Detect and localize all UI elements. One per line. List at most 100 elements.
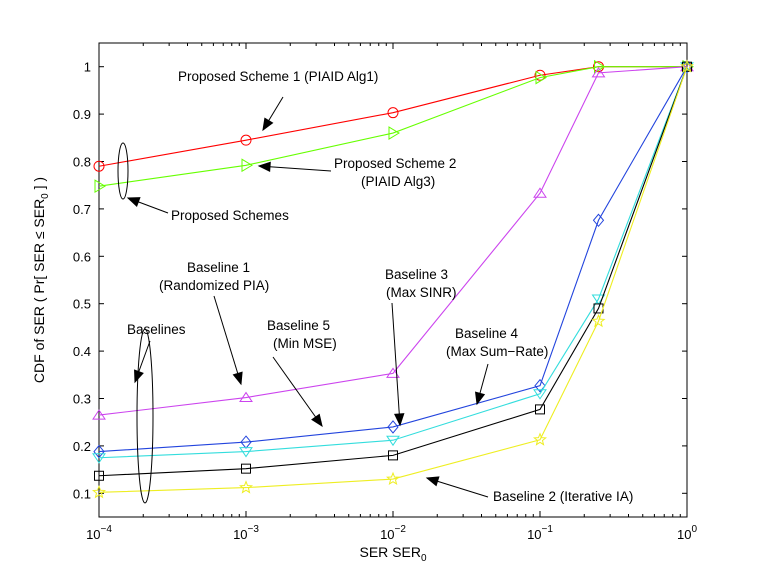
x-tick-exp: −4 xyxy=(101,524,113,535)
annotation-baseline-4-line2: (Max Sum−Rate) xyxy=(446,344,548,359)
data-point xyxy=(241,158,253,173)
arrow-baseline-4-head xyxy=(474,391,486,406)
series-baseline-1-randomized-pia xyxy=(92,60,694,420)
data-point xyxy=(241,463,251,474)
series-line xyxy=(98,66,687,187)
x-tick-base: 10 xyxy=(677,527,691,542)
annotation-proposed-schemes: Proposed Schemes xyxy=(171,208,289,223)
series-baseline-4-max-sum-rate xyxy=(94,61,692,481)
arrow-proposed-2-head xyxy=(257,161,271,173)
annotation-baseline-2: Baseline 2 (Iterative IA) xyxy=(493,489,633,504)
y-tick-label: 0.7 xyxy=(73,202,91,217)
y-tick-label: 0.8 xyxy=(73,155,91,170)
x-tick-label: 10−4 xyxy=(86,524,112,542)
y-tick-label: 0.2 xyxy=(73,439,91,454)
data-point xyxy=(533,389,547,400)
annotation-proposed-2-line2: (PIAID Alg3) xyxy=(361,174,435,189)
x-tick-exp: −3 xyxy=(248,524,260,535)
data-point xyxy=(387,420,399,434)
data-point xyxy=(388,126,400,140)
x-tick-exp: 0 xyxy=(691,524,697,535)
baselines-ellipse xyxy=(136,328,154,504)
y-tick-label: 0.4 xyxy=(73,344,91,359)
data-point xyxy=(92,409,106,420)
x-axis-title: SER SER0 xyxy=(359,544,426,564)
arrow-baseline-5 xyxy=(272,356,323,427)
data-point xyxy=(91,484,107,499)
data-point xyxy=(94,470,104,481)
data-point xyxy=(535,70,547,85)
plot-frame xyxy=(98,42,688,518)
x-tick-base: 10 xyxy=(86,527,100,542)
annotation-shapes xyxy=(117,96,489,504)
proposed-ellipse xyxy=(117,142,129,200)
annotation-baseline-5-line2: (Min MSE) xyxy=(273,336,337,351)
data-point xyxy=(591,66,606,78)
x-axis-title-sub: 0 xyxy=(421,553,427,564)
arrow-baselines-head xyxy=(134,369,144,384)
x-tick-label: 10−3 xyxy=(233,524,259,542)
x-tick-exp: −2 xyxy=(395,524,407,535)
data-point xyxy=(388,450,398,461)
series-baseline-3-max-sinr xyxy=(93,59,693,459)
data-point xyxy=(535,404,545,415)
x-tick-label: 100 xyxy=(677,524,697,542)
annotation-baseline-4-line1: Baseline 4 xyxy=(455,326,519,341)
y-tick-label: 0.1 xyxy=(73,486,91,501)
annotation-baselines: Baselines xyxy=(127,322,186,337)
data-point xyxy=(682,61,692,72)
data-point xyxy=(92,453,106,464)
data-point xyxy=(93,160,105,172)
arrow-baseline-1-head xyxy=(232,371,243,386)
arrow-baseline-3-head xyxy=(394,413,405,427)
data-point xyxy=(534,69,546,81)
arrow-proposed-2 xyxy=(258,165,332,172)
data-point xyxy=(534,378,546,393)
y-tick-label: 0.9 xyxy=(73,107,91,122)
data-point xyxy=(239,447,253,458)
data-point xyxy=(240,134,252,146)
y-tick-label: 0.5 xyxy=(73,297,91,312)
y-tick-label: 1 xyxy=(84,60,91,75)
arrow-baseline-5-head xyxy=(311,413,323,428)
data-point xyxy=(238,480,254,494)
series-line xyxy=(98,66,688,477)
series-line xyxy=(98,66,688,416)
y-tick-label: 0.6 xyxy=(73,249,91,264)
data-point xyxy=(239,391,253,403)
data-point xyxy=(591,313,606,328)
x-tick-base: 10 xyxy=(527,527,541,542)
x-tick-base: 10 xyxy=(233,527,247,542)
y-axis-title-post: ] ) xyxy=(31,177,47,193)
arrow-proposed-schemes-head xyxy=(126,197,141,207)
y-tick-label: 0.3 xyxy=(73,392,91,407)
series-line xyxy=(98,66,688,493)
y-axis-title: CDF of SER ( Pr[ SER ≤ SER0 ] ) xyxy=(31,177,51,383)
annotation-baseline-3-line2: (Max SINR) xyxy=(386,285,457,300)
x-tick-label: 10−2 xyxy=(380,524,406,542)
annotation-proposed-2-line1: Proposed Scheme 2 xyxy=(334,156,456,171)
data-point xyxy=(94,179,106,194)
data-point xyxy=(386,435,400,447)
data-point xyxy=(387,107,399,119)
series-line xyxy=(98,66,688,453)
x-tick-base: 10 xyxy=(380,527,394,542)
y-axis-title-pre: CDF of SER ( Pr[ SER ≤ SER xyxy=(31,199,47,383)
data-point xyxy=(532,432,548,446)
data-point xyxy=(386,367,400,378)
data-point xyxy=(592,213,605,228)
series-layer xyxy=(91,59,695,499)
x-tick-exp: −1 xyxy=(542,524,554,535)
x-tick-label: 10−1 xyxy=(527,524,553,542)
data-point xyxy=(240,435,252,449)
data-point xyxy=(679,59,695,73)
series-line xyxy=(98,66,688,459)
annotation-baseline-5-line1: Baseline 5 xyxy=(267,318,330,333)
annotation-baseline-3-line1: Baseline 3 xyxy=(385,267,448,282)
arrow-baseline-2-head xyxy=(425,476,440,487)
arrow-baseline-1 xyxy=(213,295,242,385)
x-axis-title-main: SER SER xyxy=(359,544,420,560)
y-axis-title-sub: 0 xyxy=(40,193,51,199)
